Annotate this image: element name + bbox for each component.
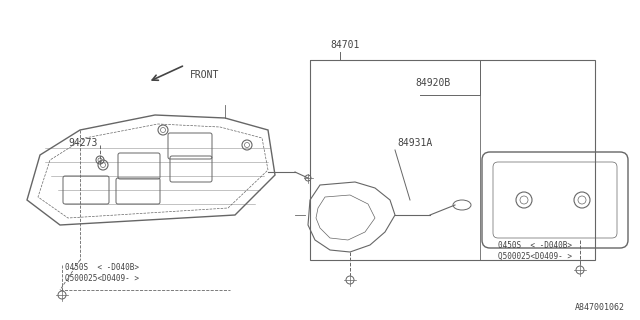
Text: A847001062: A847001062: [575, 303, 625, 312]
Text: 94273: 94273: [68, 138, 97, 148]
Text: 84920B: 84920B: [415, 78, 451, 88]
Bar: [310, 60, 595, 260]
Text: FRONT: FRONT: [190, 70, 220, 80]
Text: 0450S  < -D040B>: 0450S < -D040B>: [498, 241, 572, 250]
Text: 84701: 84701: [330, 40, 360, 50]
Text: 84931A: 84931A: [397, 138, 432, 148]
Text: Q500025<D0409- >: Q500025<D0409- >: [498, 252, 572, 261]
Text: Q500025<D0409- >: Q500025<D0409- >: [65, 274, 139, 283]
Text: 0450S  < -D040B>: 0450S < -D040B>: [65, 263, 139, 272]
